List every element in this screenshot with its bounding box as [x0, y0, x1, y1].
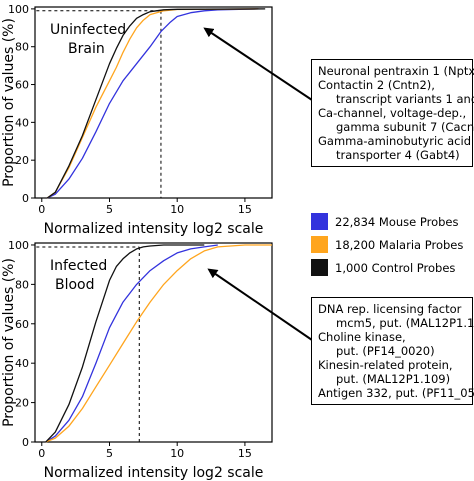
annotation-line: DNA rep. licensing factor	[318, 302, 462, 316]
annotation-arrows	[203, 27, 313, 341]
x-tick-label: 10	[170, 447, 184, 460]
x-tick-label: 0	[38, 203, 45, 216]
legend-item-malaria: 18,200 Malaria Probes	[311, 233, 463, 256]
annotation-line: Neuronal pentraxin 1 (Nptx1)	[318, 64, 474, 78]
y-tick-label: 60	[15, 79, 29, 92]
series-line-mouse	[45, 244, 218, 443]
y-tick-label: 100	[8, 239, 29, 252]
y-tick-label: 80	[15, 41, 29, 54]
y-tick-label: 40	[15, 116, 29, 129]
legend-item-control: 1,000 Control Probes	[311, 256, 463, 279]
annotation-line: put. (MAL12P1.109)	[336, 372, 451, 386]
y-tick-label: 60	[15, 318, 29, 331]
y-tick-label: 40	[15, 357, 29, 370]
arrow-to-blood-curve	[207, 268, 313, 341]
y-tick-label: 0	[22, 192, 29, 205]
panel-title-line-1: Uninfected	[50, 22, 126, 38]
brain-annotation-lines: Neuronal pentraxin 1 (Nptx1) Contactin 2 …	[318, 64, 474, 162]
legend-label-control: 1,000 Control Probes	[335, 260, 456, 275]
annotation-line: Ca-channel, voltage-dep.,	[318, 106, 467, 120]
x-tick-label: 0	[38, 447, 45, 460]
annotation-line: mcm5, put. (MAL12P1.116)	[336, 316, 474, 330]
x-axis-label: Normalized intensity log2 scale	[44, 221, 264, 237]
plot-frame	[34, 6, 273, 199]
legend-swatch-malaria	[311, 236, 328, 253]
legend-label-mouse: 22,834 Mouse Probes	[335, 214, 459, 229]
x-tick-label: 15	[238, 203, 252, 216]
legend: 22,834 Mouse Probes 18,200 Malaria Probe…	[311, 210, 463, 279]
annotation-line: transcript variants 1 and 2	[336, 92, 474, 106]
series-line-mouse	[46, 8, 259, 199]
plot-frame	[34, 242, 273, 443]
infected-blood-panel: 0 5 10 15 0 20 40 60 80 100 Normalized intensity l…	[1, 239, 273, 481]
arrow-to-brain-curve	[203, 27, 313, 101]
x-tick-label: 5	[106, 203, 113, 216]
legend-label-malaria: 18,200 Malaria Probes	[335, 237, 464, 252]
series-line-control	[46, 8, 266, 199]
y-tick-label: 80	[15, 278, 29, 291]
series-line-malaria	[46, 8, 259, 199]
annotation-line: Gamma-aminobutyric acid	[318, 134, 471, 148]
annotation-line: put. (PF14_0020)	[336, 344, 435, 358]
panel-title-line-1: Infected	[50, 258, 107, 274]
annotation-line: Antigen 332, put. (PF11_0507)	[318, 386, 474, 400]
annotation-line: Contactin 2 (Cntn2),	[318, 78, 435, 92]
y-tick-label: 20	[15, 154, 29, 167]
y-axis-label: Proportion of values (%)	[1, 258, 17, 427]
y-tick-label: 0	[22, 436, 29, 449]
annotation-line: Kinesin-related protein,	[318, 358, 453, 372]
annotation-line: transporter 4 (Gabt4)	[336, 148, 460, 162]
blood-annotation-box: DNA rep. licensing factor mcm5, put. (MAL…	[311, 297, 474, 405]
y-tick-label: 100	[8, 3, 29, 16]
panel-title-line-2: Blood	[55, 277, 95, 293]
series-line-malaria	[45, 244, 272, 443]
blood-annotation-lines: DNA rep. licensing factor mcm5, put. (MAL…	[318, 302, 474, 400]
annotation-line: gamma subunit 7 (Cacng7)	[336, 120, 474, 134]
x-tick-label: 5	[106, 447, 113, 460]
legend-swatch-control	[311, 259, 328, 276]
uninfected-brain-panel: 0 5 10 15 0 20 40 60 80 100 Normalized intensity l…	[1, 3, 273, 237]
panel-title-line-2: Brain	[68, 41, 105, 57]
legend-swatch-mouse	[311, 213, 328, 230]
series-line-control	[45, 244, 205, 443]
y-axis-label: Proportion of values (%)	[1, 18, 17, 187]
brain-annotation-box: Neuronal pentraxin 1 (Nptx1) Contactin 2 …	[311, 59, 474, 167]
y-tick-label: 20	[15, 397, 29, 410]
legend-item-mouse: 22,834 Mouse Probes	[311, 210, 463, 233]
x-tick-label: 10	[170, 203, 184, 216]
annotation-line: Choline kinase,	[318, 330, 406, 344]
x-tick-label: 15	[238, 447, 252, 460]
x-axis-label: Normalized intensity log2 scale	[44, 465, 264, 481]
